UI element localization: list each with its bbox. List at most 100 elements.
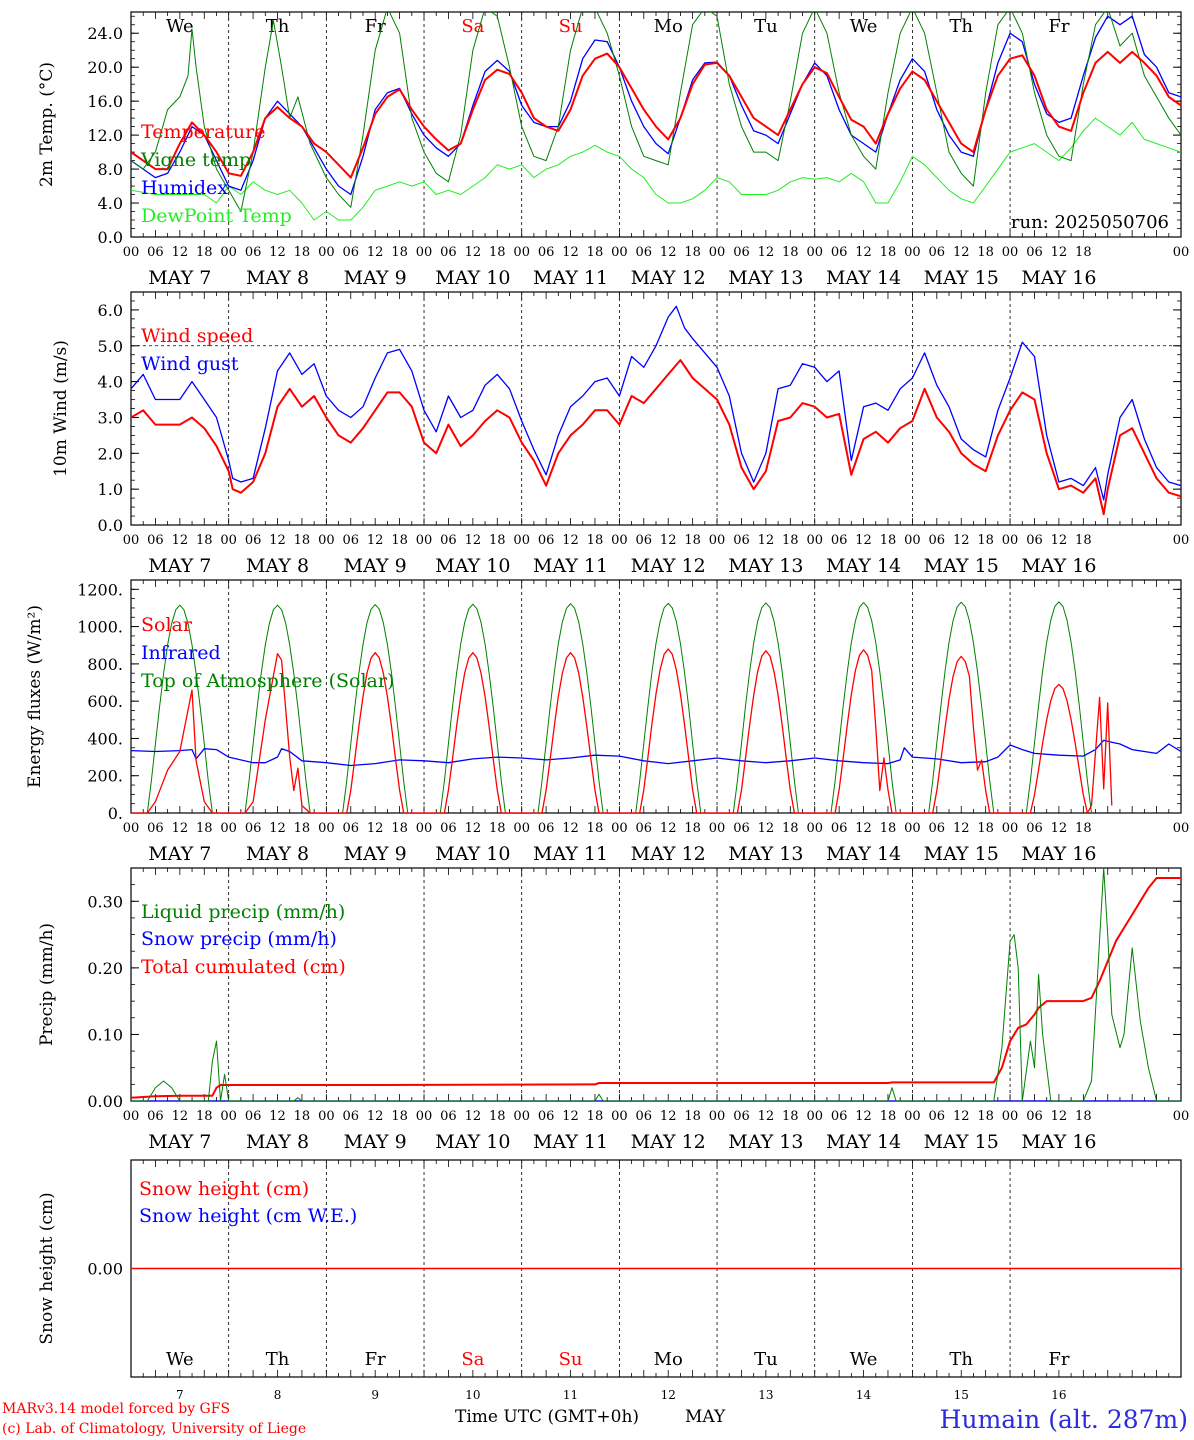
hour-tick-label: 12 — [855, 1109, 872, 1124]
legend-entry: Infrared — [141, 642, 221, 664]
y-tick-label: 4.0 — [98, 194, 123, 213]
footer-model: MARv3.14 model forced by GFS — [2, 1401, 230, 1417]
hour-tick-label: 12 — [562, 1109, 579, 1124]
weekday-label: We — [850, 1349, 878, 1370]
hour-tick-label: 06 — [342, 533, 359, 548]
hour-tick-label: 06 — [538, 533, 555, 548]
hour-tick-label: 00 — [1002, 1109, 1019, 1124]
hour-tick-label: 06 — [831, 533, 848, 548]
day-number-label: 8 — [274, 1388, 282, 1402]
day-number-label: 11 — [563, 1388, 578, 1402]
day-number-label: 12 — [661, 1388, 676, 1402]
hour-tick-label: 12 — [269, 821, 286, 836]
hour-tick-label: 12 — [660, 1109, 677, 1124]
hour-tick-label: 12 — [660, 821, 677, 836]
hour-tick-label: 06 — [147, 533, 164, 548]
panel-energy: 0. 200. 400. 600. 800. 1000. 1200. Energy fluxe… — [25, 579, 1189, 865]
date-label: MAY 16 — [1021, 267, 1096, 289]
hour-tick-label: 18 — [587, 821, 604, 836]
y-axis-label: 10m Wind (m/s) — [51, 340, 71, 477]
hour-tick-label: 06 — [538, 245, 555, 260]
hour-tick-label: 06 — [929, 821, 946, 836]
weekday-label: Fr — [365, 1349, 386, 1370]
hour-tick-label: 00 — [318, 245, 335, 260]
date-label: MAY 15 — [924, 555, 999, 577]
hour-tick-label: 06 — [245, 821, 262, 836]
legend-entry: Wind speed — [141, 325, 253, 347]
hour-tick-label: 00 — [1173, 533, 1190, 548]
hour-tick-label: 12 — [269, 533, 286, 548]
y-tick-label: 12.0 — [87, 126, 123, 145]
y-axis-label: Snow height (cm) — [37, 1192, 57, 1344]
weekday-label: Th — [949, 16, 973, 37]
date-label: MAY 10 — [435, 1131, 510, 1153]
date-label: MAY 8 — [246, 267, 309, 289]
date-label: MAY 8 — [246, 1131, 309, 1153]
hour-tick-label: 00 — [123, 245, 140, 260]
hour-tick-label: 06 — [342, 1109, 359, 1124]
hour-tick-label: 12 — [367, 533, 384, 548]
hour-tick-label: 00 — [806, 1109, 823, 1124]
y-tick-label: 0. — [108, 804, 123, 823]
hour-tick-label: 06 — [929, 245, 946, 260]
hour-tick-label: 12 — [562, 533, 579, 548]
y-tick-label: 400. — [87, 729, 123, 748]
hour-tick-label: 00 — [513, 245, 530, 260]
hour-tick-label: 12 — [465, 1109, 482, 1124]
hour-tick-label: 00 — [416, 1109, 433, 1124]
legend-entry: Vigne temp — [140, 149, 251, 171]
series-wind-gust — [131, 305, 1181, 501]
weekday-label: Th — [949, 1349, 973, 1370]
weekday-label: Su — [559, 16, 583, 37]
hour-tick-label: 12 — [660, 245, 677, 260]
hour-tick-label: 18 — [489, 533, 506, 548]
hour-tick-label: 18 — [587, 1109, 604, 1124]
y-tick-label: 0.10 — [87, 1025, 123, 1044]
hour-tick-label: 06 — [538, 821, 555, 836]
day-number-label: 15 — [954, 1388, 969, 1402]
date-label: MAY 15 — [924, 1131, 999, 1153]
hour-tick-label: 06 — [733, 245, 750, 260]
series-liquid-precip-mm-h- — [131, 868, 1181, 1101]
day-number-label: 16 — [1051, 1388, 1066, 1402]
hour-tick-label: 00 — [318, 821, 335, 836]
hour-tick-label: 12 — [855, 533, 872, 548]
date-label: MAY 10 — [435, 555, 510, 577]
hour-tick-label: 18 — [391, 821, 408, 836]
y-tick-label: 8.0 — [98, 160, 123, 179]
hour-tick-label: 00 — [513, 533, 530, 548]
hour-tick-label: 06 — [636, 533, 653, 548]
date-label: MAY 16 — [1021, 1131, 1096, 1153]
hour-tick-label: 12 — [1051, 245, 1068, 260]
hour-tick-label: 18 — [489, 821, 506, 836]
series-vigne-temp — [131, 12, 1181, 212]
hour-tick-label: 06 — [929, 1109, 946, 1124]
date-label: MAY 14 — [826, 555, 901, 577]
date-label: MAY 8 — [246, 555, 309, 577]
series-solar — [131, 648, 1113, 813]
hour-tick-label: 12 — [855, 821, 872, 836]
date-label: MAY 12 — [631, 555, 706, 577]
hour-tick-label: 00 — [220, 245, 237, 260]
weekday-label: Th — [266, 1349, 290, 1370]
hour-tick-label: 00 — [611, 533, 628, 548]
panel-snow: 0.00 Snow height (cm) We Th Fr Sa Su Mo Tu We Th Fr… — [37, 1159, 1182, 1402]
y-tick-label: 3.0 — [98, 408, 123, 427]
hour-tick-label: 12 — [172, 821, 189, 836]
hour-tick-label: 12 — [758, 533, 775, 548]
hour-tick-label: 18 — [880, 533, 897, 548]
hour-tick-label: 12 — [855, 245, 872, 260]
legend-entry: Total cumulated (cm) — [141, 956, 346, 978]
hour-tick-label: 12 — [465, 245, 482, 260]
hour-tick-label: 00 — [904, 1109, 921, 1124]
day-number-label: 14 — [856, 1388, 872, 1402]
legend-entry: Solar — [141, 614, 193, 636]
hour-tick-label: 12 — [465, 821, 482, 836]
hour-tick-label: 18 — [977, 533, 994, 548]
day-number-label: 9 — [371, 1388, 379, 1402]
hour-tick-label: 12 — [172, 245, 189, 260]
hour-tick-label: 18 — [587, 533, 604, 548]
date-label: MAY 10 — [435, 843, 510, 865]
hour-tick-label: 00 — [709, 245, 726, 260]
